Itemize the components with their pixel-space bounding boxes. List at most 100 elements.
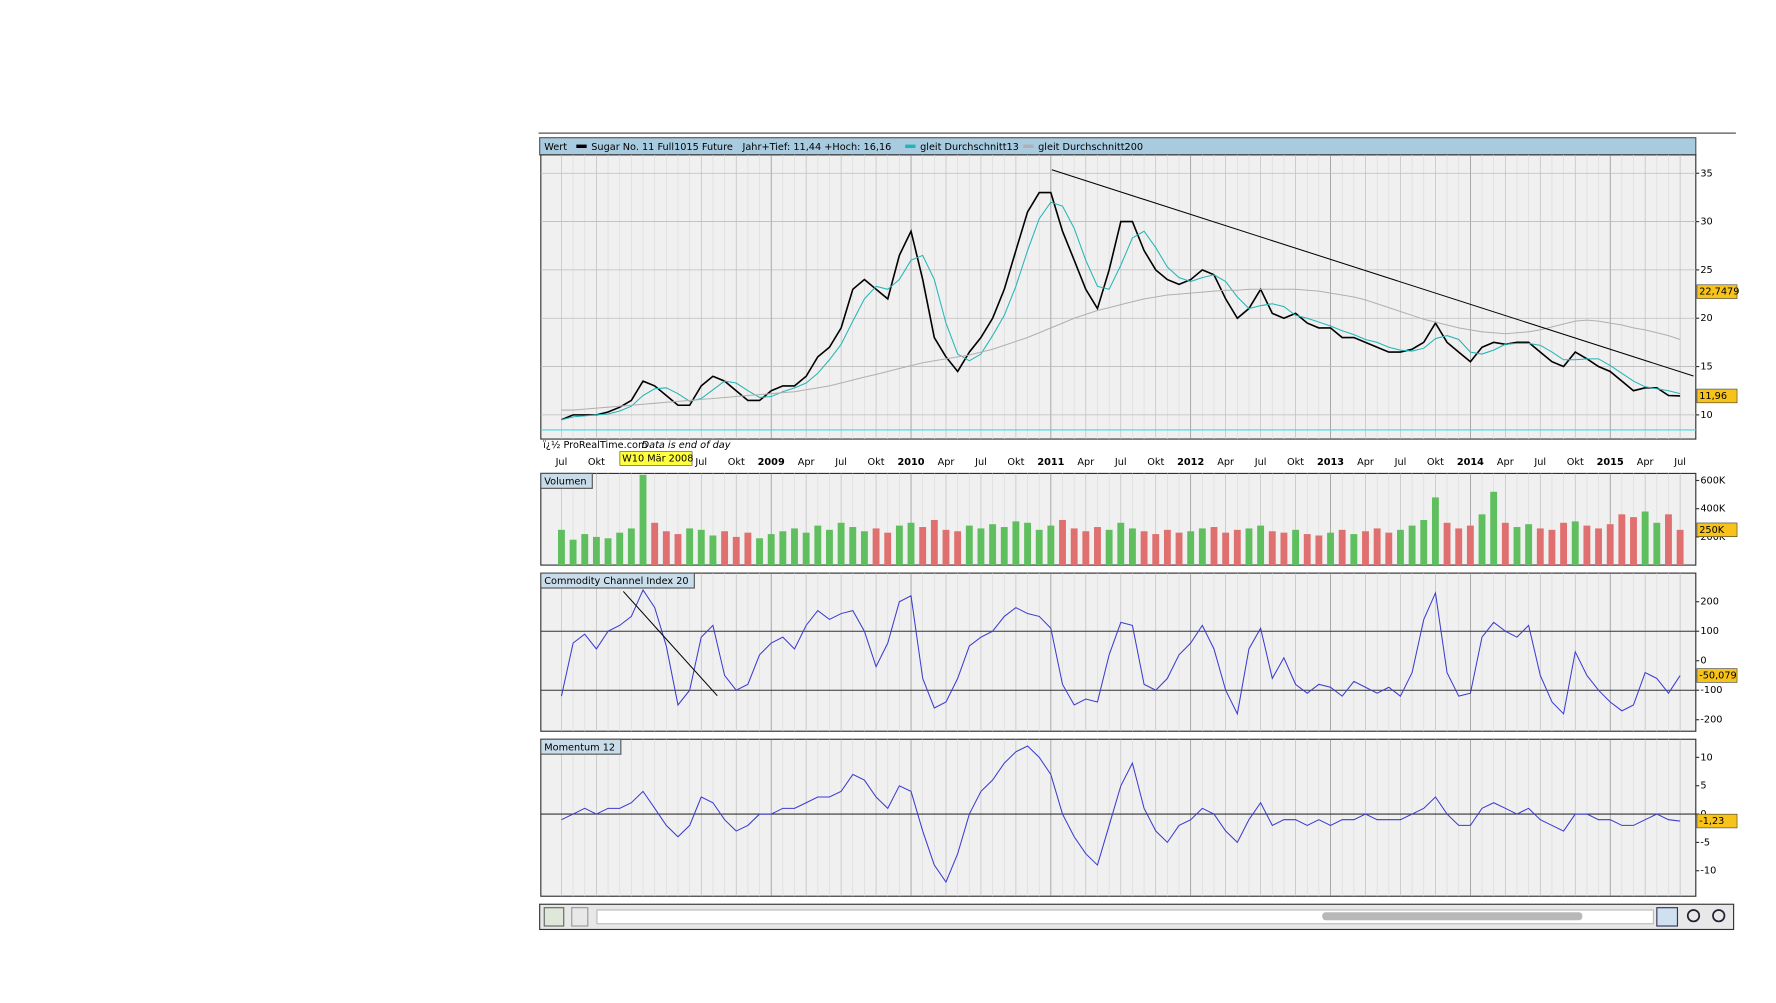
volume-bar — [1187, 531, 1195, 566]
volume-bar — [814, 525, 822, 566]
volume-bar — [1443, 522, 1451, 566]
volume-bar — [895, 525, 903, 566]
volume-bar — [837, 522, 845, 566]
series-line — [561, 201, 1681, 421]
chart-tool-button[interactable] — [543, 907, 565, 927]
panel-frame — [540, 154, 1697, 440]
volume-bar — [1676, 529, 1684, 566]
volume-bar — [732, 536, 740, 566]
panel-frame — [540, 738, 1697, 897]
volume-bar — [1373, 528, 1381, 566]
zoom-in-button[interactable] — [1712, 909, 1726, 923]
y-tick-label: 200 — [1700, 597, 1719, 608]
volume-bar — [802, 532, 810, 566]
y-tick-label: 5 — [1700, 781, 1706, 792]
volume-bar — [604, 538, 612, 566]
legend-swatch — [905, 144, 916, 149]
volume-bar — [1024, 522, 1031, 566]
legend-label: gleit Durchschnitt200 — [1038, 142, 1143, 153]
x-tick-label: Okt — [1007, 457, 1024, 468]
zoom-out-button[interactable] — [1686, 909, 1701, 923]
y-tick-label: 200K — [1700, 532, 1726, 543]
volume-bar — [1653, 522, 1661, 566]
volume-bar — [1327, 532, 1334, 566]
panel-title-box — [540, 472, 593, 489]
volume-bar — [1303, 534, 1311, 566]
series-line — [561, 191, 1681, 421]
y-tick-label: 10 — [1700, 752, 1712, 763]
x-tick-label: Jul — [1533, 457, 1546, 468]
volume-bar — [1548, 529, 1556, 566]
y-tick-label: 100 — [1700, 626, 1719, 637]
volume-bar — [709, 535, 717, 566]
x-tick-label: Okt — [868, 457, 885, 468]
x-tick-label: Jul — [694, 457, 707, 468]
trend-line — [1051, 169, 1694, 377]
y-tick-label: 0 — [1700, 656, 1706, 667]
volume-bar — [1641, 511, 1649, 566]
volume-bar — [1059, 519, 1066, 566]
y-tick-label: -10 — [1700, 866, 1716, 877]
x-tick-label: Apr — [1077, 457, 1094, 468]
x-tick-label: 2015 — [1597, 457, 1624, 468]
object-tool-button[interactable] — [571, 907, 589, 927]
volume-bar — [1245, 528, 1253, 566]
current-value-box — [1696, 522, 1738, 537]
current-value-label: 22,7479 — [1699, 287, 1739, 298]
volume-bar — [919, 527, 927, 566]
volume-bar — [1583, 525, 1591, 566]
volume-bar — [627, 528, 635, 566]
volume-bar — [1490, 491, 1498, 566]
volume-bar — [1105, 529, 1113, 566]
volume-bar — [697, 529, 705, 566]
volume-bar — [977, 528, 985, 566]
volume-bar — [1117, 522, 1125, 566]
volume-bar — [1128, 528, 1136, 566]
volume-bar — [639, 474, 647, 566]
x-tick-label: Apr — [938, 457, 955, 468]
x-tick-label: Jul — [555, 457, 568, 468]
volume-bar — [1210, 527, 1218, 566]
x-tick-label: Apr — [1217, 457, 1234, 468]
panel-title-box — [540, 572, 695, 589]
x-tick-label: Jul — [1254, 457, 1267, 468]
volume-bar — [1152, 534, 1160, 566]
panel-title: Volumen — [544, 476, 586, 487]
zoom-select-button[interactable] — [1656, 907, 1679, 927]
volume-bar — [779, 531, 787, 566]
volume-bar — [1560, 522, 1568, 566]
scroll-thumb[interactable] — [1322, 912, 1583, 921]
volume-bar — [1595, 528, 1602, 566]
x-tick-label: 2011 — [1037, 457, 1064, 468]
volume-bar — [1455, 528, 1463, 566]
volume-bar — [1280, 532, 1288, 566]
y-tick-label: 35 — [1700, 168, 1712, 179]
volume-bar — [767, 534, 775, 566]
volume-bar — [1536, 528, 1544, 566]
current-value-box — [1696, 388, 1738, 404]
volume-bar — [1513, 527, 1521, 566]
legend-swatch — [1023, 144, 1034, 149]
y-tick-label: 10 — [1700, 410, 1712, 421]
volume-bar — [1257, 525, 1265, 566]
legend-label: gleit Durchschnitt13 — [920, 142, 1019, 153]
volume-bar — [1082, 531, 1090, 566]
y-tick-label: -100 — [1700, 685, 1722, 696]
volume-bar — [756, 538, 763, 566]
volume-bar — [1478, 514, 1486, 566]
volume-bar — [1315, 535, 1323, 566]
x-tick-label: Apr — [1357, 457, 1374, 468]
x-tick-label: Okt — [1567, 457, 1584, 468]
x-tick-label: Okt — [588, 457, 605, 468]
cursor-label: W10 Mär 2008 — [622, 454, 693, 465]
y-tick-label: 600K — [1700, 475, 1726, 486]
volume-bar — [1408, 525, 1416, 566]
volume-bar — [1094, 527, 1101, 566]
volume-bar — [1618, 514, 1626, 566]
volume-bar — [1350, 534, 1358, 566]
volume-bar — [651, 522, 659, 566]
x-tick-label: Okt — [1427, 457, 1444, 468]
volume-bar — [1397, 529, 1404, 566]
x-tick-label: Okt — [1147, 457, 1164, 468]
